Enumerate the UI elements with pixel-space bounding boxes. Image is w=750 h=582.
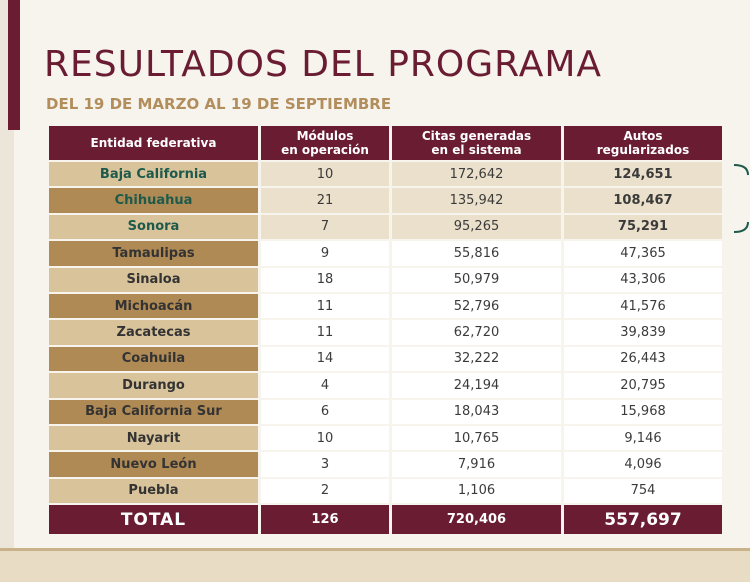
table-row: Zacatecas 11 62,720 39,839 — [49, 320, 722, 345]
modulos-cell: 10 — [261, 162, 389, 187]
autos-cell: 41,576 — [564, 293, 722, 319]
modulos-cell: 11 — [261, 320, 389, 345]
header-autos: Autos regularizados — [564, 126, 722, 160]
entity-cell: Baja California — [49, 162, 258, 187]
entity-cell: Nuevo León — [49, 452, 258, 477]
citas-cell: 10,765 — [392, 425, 561, 451]
citas-cell: 50,979 — [392, 267, 561, 292]
table-row: Michoacán 11 52,796 41,576 — [49, 293, 722, 319]
entity-cell: Sinaloa — [49, 267, 258, 292]
bottom-strip — [0, 548, 750, 582]
autos-cell: 9,146 — [564, 425, 722, 451]
modulos-cell: 4 — [261, 373, 389, 398]
entity-cell: Sonora — [49, 214, 258, 240]
modulos-cell: 14 — [261, 346, 389, 372]
total-autos: 557,697 — [564, 505, 722, 534]
modulos-cell: 3 — [261, 452, 389, 477]
table-row: Chihuahua 21 135,942 108,467 — [49, 188, 722, 213]
modulos-cell: 9 — [261, 241, 389, 266]
bottom-divider — [0, 548, 750, 551]
table-row: Nuevo León 3 7,916 4,096 — [49, 452, 722, 477]
citas-cell: 172,642 — [392, 162, 561, 187]
modulos-cell: 10 — [261, 425, 389, 451]
header-modulos: Módulos en operación — [261, 126, 389, 160]
table-row: Durango 4 24,194 20,795 — [49, 373, 722, 398]
citas-cell: 55,816 — [392, 241, 561, 266]
total-citas: 720,406 — [392, 505, 561, 534]
table-row: Sinaloa 18 50,979 43,306 — [49, 267, 722, 292]
modulos-cell: 21 — [261, 188, 389, 213]
table-row: Baja California Sur 6 18,043 15,968 — [49, 399, 722, 424]
entity-cell: Tamaulipas — [49, 241, 258, 266]
modulos-cell: 2 — [261, 478, 389, 504]
page-subtitle: DEL 19 DE MARZO AL 19 DE SEPTIEMBRE — [46, 95, 392, 113]
autos-cell: 108,467 — [564, 188, 722, 213]
table-row: Baja California 10 172,642 124,651 — [49, 162, 722, 187]
modulos-cell: 6 — [261, 399, 389, 424]
modulos-cell: 11 — [261, 293, 389, 319]
entity-cell: Zacatecas — [49, 320, 258, 345]
modulos-cell: 18 — [261, 267, 389, 292]
autos-cell: 47,365 — [564, 241, 722, 266]
table-header-row: Entidad federativa Módulos en operación C… — [49, 126, 722, 160]
page-title: RESULTADOS DEL PROGRAMA — [44, 44, 603, 85]
citas-cell: 32,222 — [392, 346, 561, 372]
citas-cell: 7,916 — [392, 452, 561, 477]
autos-cell: 4,096 — [564, 452, 722, 477]
table-row: Sonora 7 95,265 75,291 — [49, 214, 722, 240]
entity-cell: Nayarit — [49, 425, 258, 451]
total-row: TOTAL 126 720,406 557,697 — [49, 505, 722, 534]
autos-cell: 124,651 — [564, 162, 722, 187]
citas-cell: 62,720 — [392, 320, 561, 345]
autos-cell: 43,306 — [564, 267, 722, 292]
entity-cell: Puebla — [49, 478, 258, 504]
table-row: Tamaulipas 9 55,816 47,365 — [49, 241, 722, 266]
citas-cell: 52,796 — [392, 293, 561, 319]
citas-cell: 18,043 — [392, 399, 561, 424]
table-row: Puebla 2 1,106 754 — [49, 478, 722, 504]
autos-cell: 39,839 — [564, 320, 722, 345]
entity-cell: Coahuila — [49, 346, 258, 372]
total-label: TOTAL — [49, 505, 258, 534]
autos-cell: 75,291 — [564, 214, 722, 240]
entity-cell: Durango — [49, 373, 258, 398]
left-background-band — [0, 0, 14, 560]
entity-cell: Baja California Sur — [49, 399, 258, 424]
autos-cell: 754 — [564, 478, 722, 504]
total-modulos: 126 — [261, 505, 389, 534]
citas-cell: 24,194 — [392, 373, 561, 398]
bracket-decoration — [734, 164, 749, 233]
table-row: Coahuila 14 32,222 26,443 — [49, 346, 722, 372]
autos-cell: 26,443 — [564, 346, 722, 372]
entity-cell: Chihuahua — [49, 188, 258, 213]
results-table: Entidad federativa Módulos en operación C… — [46, 124, 725, 536]
table-row: Nayarit 10 10,765 9,146 — [49, 425, 722, 451]
entity-cell: Michoacán — [49, 293, 258, 319]
header-citas: Citas generadas en el sistema — [392, 126, 561, 160]
autos-cell: 20,795 — [564, 373, 722, 398]
modulos-cell: 7 — [261, 214, 389, 240]
citas-cell: 1,106 — [392, 478, 561, 504]
citas-cell: 95,265 — [392, 214, 561, 240]
citas-cell: 135,942 — [392, 188, 561, 213]
autos-cell: 15,968 — [564, 399, 722, 424]
accent-bar — [8, 0, 20, 130]
header-entidad: Entidad federativa — [49, 126, 258, 160]
